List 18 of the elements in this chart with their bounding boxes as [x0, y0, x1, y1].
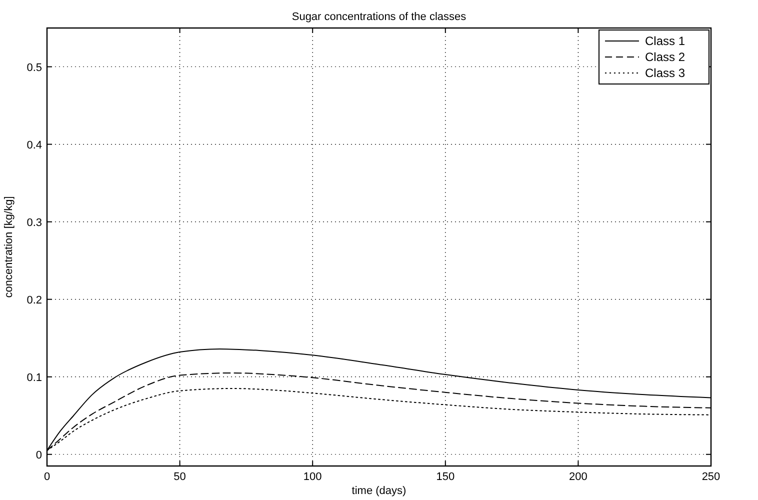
y-tick-label: 0.2 — [26, 294, 42, 306]
legend-label: Class 1 — [645, 34, 686, 48]
chart-title: Sugar concentrations of the classes — [292, 11, 467, 23]
y-tick-label: 0.5 — [26, 62, 42, 74]
x-tick-label: 50 — [174, 471, 186, 483]
y-axis-title: concentration [kg/kg] — [3, 196, 15, 298]
x-tick-label: 100 — [303, 471, 322, 483]
x-tick-label: 250 — [702, 471, 720, 483]
y-tick-label: 0.3 — [26, 216, 42, 229]
y-tick-label: 0.1 — [26, 372, 42, 384]
y-tick-label: 0.4 — [26, 139, 42, 152]
x-tick-label: 0 — [44, 471, 50, 483]
legend-label: Class 3 — [645, 66, 686, 80]
legend-label: Class 2 — [645, 50, 686, 64]
x-tick-label: 150 — [436, 471, 455, 483]
x-axis-title: time (days) — [352, 485, 406, 497]
x-tick-label: 200 — [569, 471, 588, 483]
y-tick-label: 0 — [36, 449, 42, 462]
